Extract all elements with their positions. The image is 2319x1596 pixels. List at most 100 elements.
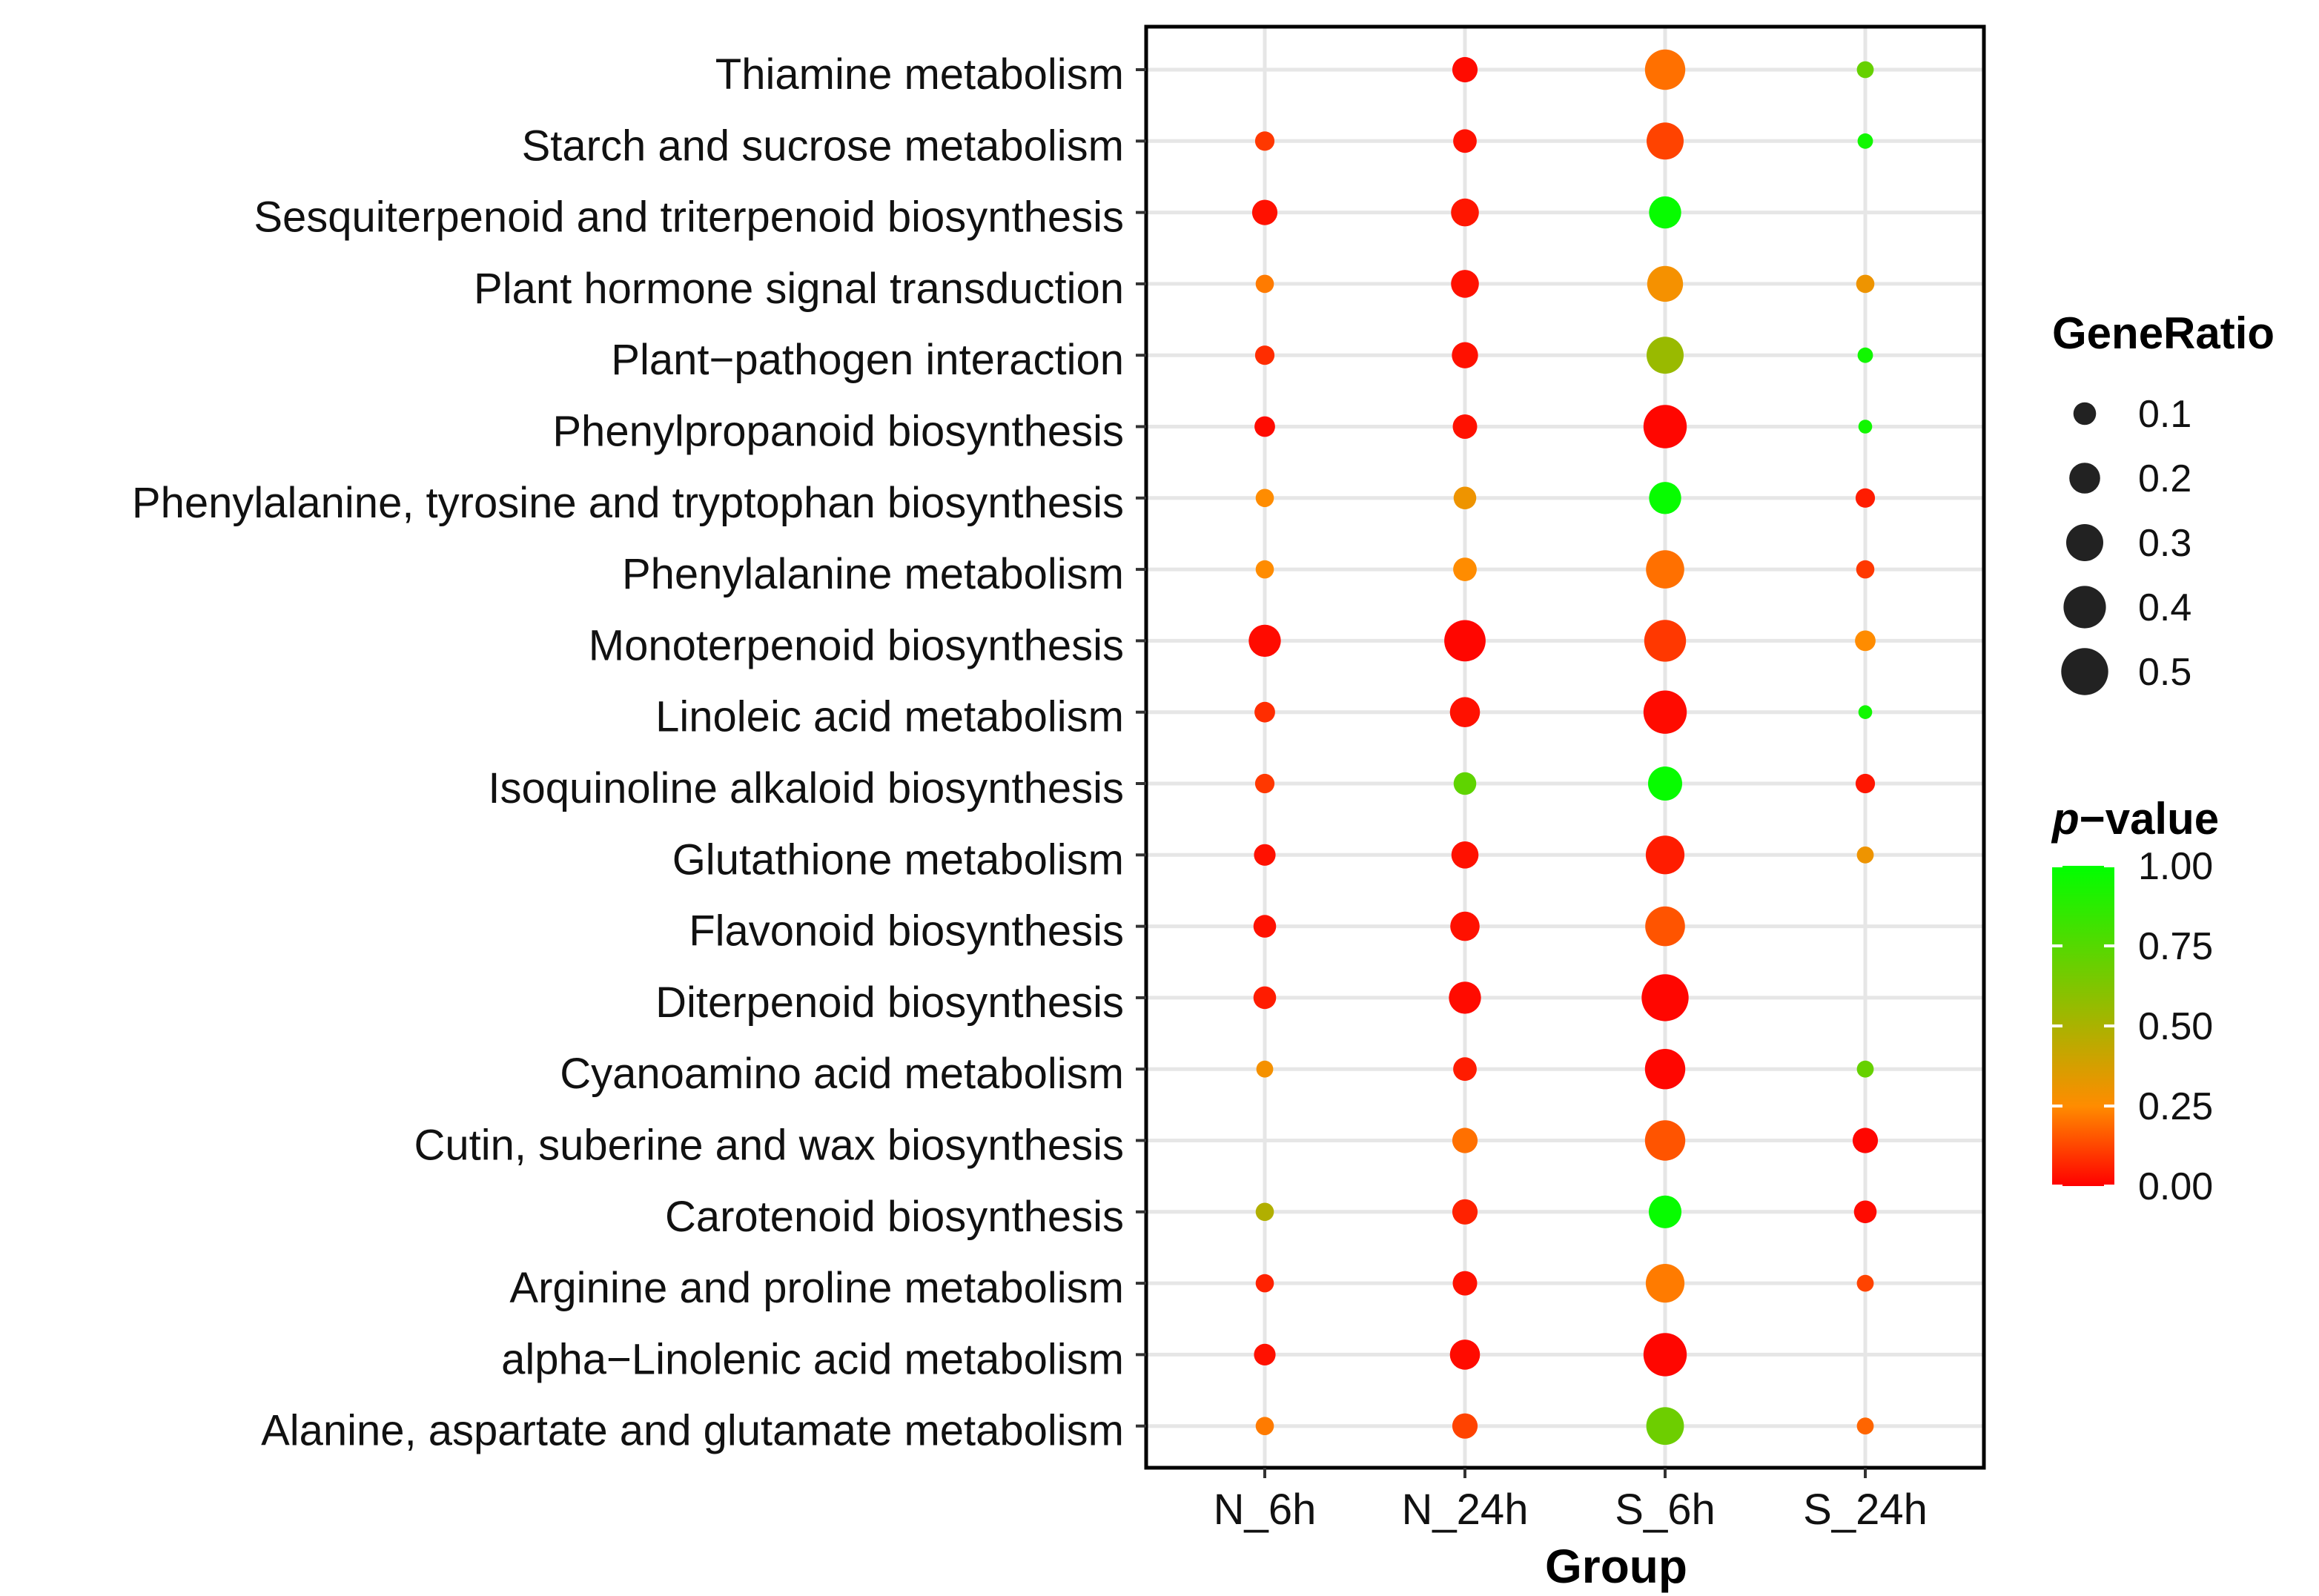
color-legend: p−value 0.00 0.25 0.50 0.75 1.00 [2051,794,2219,1208]
data-point [1453,1057,1477,1082]
y-tick-label: Arginine and proline metabolism [509,1264,1124,1312]
data-point [1856,1274,1874,1292]
size-legend-label: 0.2 [2138,457,2191,500]
data-point [1254,345,1275,365]
y-tick-label: Cyanoamino acid metabolism [560,1050,1124,1098]
data-point [1452,342,1478,368]
data-point [1254,131,1275,151]
x-tick-label: S_6h [1615,1486,1715,1534]
data-point [1452,414,1478,439]
y-tick-label: Monoterpenoid biosynthesis [589,621,1124,669]
data-point [1451,841,1479,869]
data-point [1453,486,1477,510]
y-tick-label: Phenylalanine metabolism [622,550,1124,598]
data-point [1857,133,1873,149]
data-point [1649,482,1681,514]
y-tick-label: Sesquiterpenoid and triterpenoid biosynt… [254,193,1124,242]
data-point [1248,624,1281,658]
size-legend-label: 0.5 [2138,651,2191,694]
data-point [1641,974,1689,1021]
x-axis: N_6h N_24h S_6h S_24h [1214,1468,1928,1534]
y-tick-label: Linoleic acid metabolism [655,693,1124,741]
data-point [1852,1128,1879,1153]
data-point [1856,560,1875,579]
data-point [1644,1049,1686,1090]
size-legend-label: 0.1 [2138,393,2191,436]
color-legend-title-italic: p [2051,794,2080,844]
size-legend: GeneRatio 0.1 0.2 0.3 0.4 0.5 [2052,308,2275,695]
data-point [1449,697,1481,727]
size-legend-key [2073,402,2097,426]
data-point [1452,1199,1478,1225]
data-point [1649,196,1681,229]
color-legend-label: 0.75 [2138,925,2213,968]
data-point [1254,773,1275,794]
y-tick-label: Diterpenoid biosynthesis [655,979,1124,1027]
color-legend-title-rest: −value [2080,794,2219,844]
plot-panel-border [1144,24,1986,1470]
data-point [1643,690,1687,734]
color-legend-title: p−value [2051,794,2219,844]
data-point [1444,620,1486,662]
y-tick-label: Glutathione metabolism [672,835,1124,884]
data-point [1856,846,1874,864]
y-tick-label: Isoquinoline alkaloid biosynthesis [488,764,1124,812]
data-point [1254,1343,1276,1365]
data-point [1858,705,1873,719]
color-legend-label: 0.00 [2138,1165,2213,1208]
y-tick-label: Starch and sucrose metabolism [522,122,1124,170]
color-legend-label: 0.25 [2138,1085,2213,1128]
data-point [1648,1195,1682,1228]
data-point [1255,1274,1274,1293]
size-legend-key [2061,648,2108,695]
data-point [1858,420,1873,434]
size-legend-key [2063,586,2106,629]
data-point [1255,1202,1274,1222]
data-point [1855,488,1876,508]
data-point [1856,1060,1874,1078]
size-legend-label: 0.4 [2138,586,2191,629]
grid [1146,27,1984,1468]
y-tick-label: Cutin, suberine and wax biosynthesis [414,1122,1124,1170]
data-point [1645,1264,1685,1303]
y-axis: Thiamine metabolism Starch and sucrose me… [132,50,1146,1455]
data-point [1853,1200,1877,1224]
data-point [1856,1417,1874,1435]
data-point [1254,416,1275,437]
data-point [1647,122,1684,160]
data-point [1255,274,1274,294]
data-point [1451,198,1479,227]
data-point [1648,766,1682,801]
x-tick-label: S_24h [1803,1486,1928,1534]
data-point [1855,630,1876,652]
data-point [1451,270,1479,298]
data-point [1647,265,1684,302]
data-point [1452,1128,1478,1153]
data-point [1453,557,1477,581]
y-tick-label: Plant−pathogen interaction [611,336,1124,384]
y-tick-label: Phenylpropanoid biosynthesis [552,408,1124,456]
data-point [1452,1271,1478,1296]
y-tick-label: Flavonoid biosynthesis [689,907,1124,956]
data-point [1254,701,1275,723]
data-point [1644,1120,1686,1161]
data-point [1643,405,1687,448]
data-point [1253,986,1277,1010]
data-point [1256,1060,1274,1078]
y-tick-label: Alanine, aspartate and glutamate metabol… [261,1407,1124,1455]
data-point [1253,915,1277,938]
data-point [1856,274,1875,294]
data-point [1645,906,1685,947]
data-point [1452,56,1478,83]
data-point [1646,550,1684,589]
data-point [1254,844,1276,866]
size-legend-title: GeneRatio [2052,308,2275,358]
data-point [1452,1413,1478,1439]
data-point [1855,773,1876,794]
data-point [1453,772,1477,795]
data-point [1453,129,1477,153]
color-legend-items: 0.00 0.25 0.50 0.75 1.00 [2052,845,2213,1208]
data-point [1255,560,1274,579]
